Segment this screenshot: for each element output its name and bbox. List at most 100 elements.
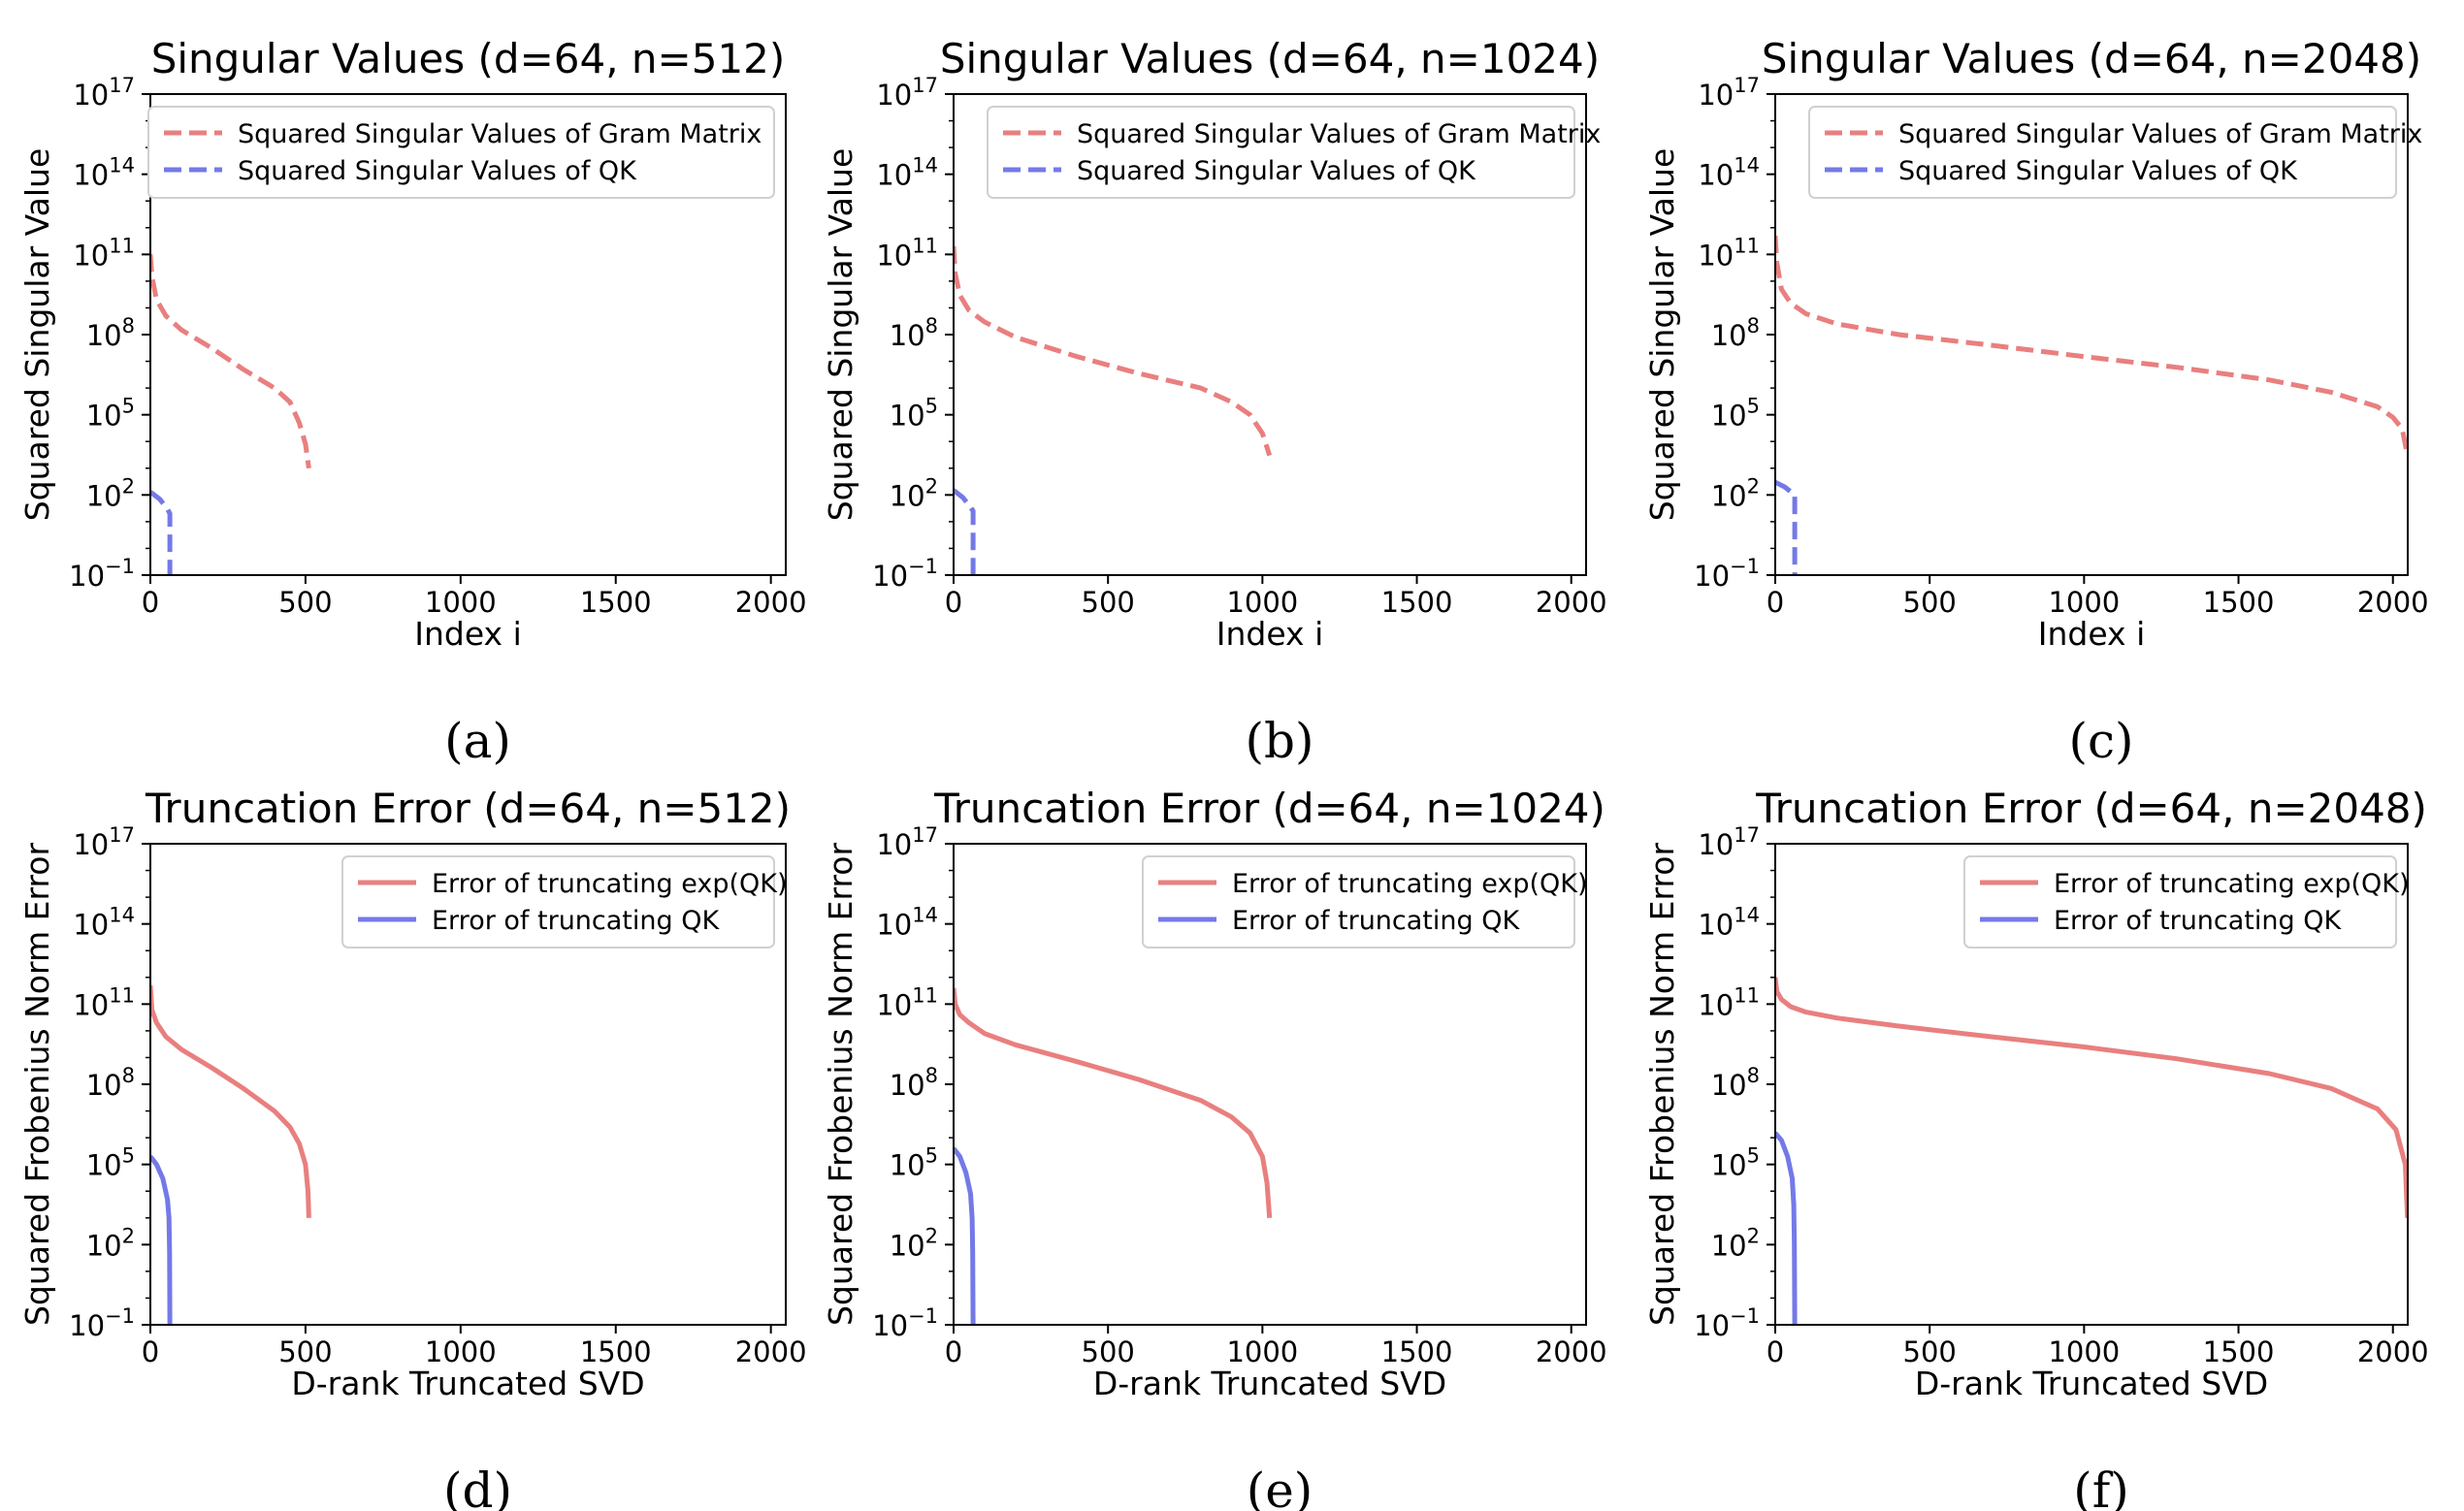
x-tick-label: 500 [278, 1335, 332, 1368]
chart-panel: 0 500 1000 1500 2000 10−1 102 105 108 1011 1014 101… [822, 35, 1607, 769]
y-tick-label: 1014 [1698, 904, 1760, 942]
legend-label: Squared Singular Values of Gram Matrix [1898, 119, 2422, 149]
x-tick-label: 500 [278, 586, 332, 619]
y-tick-label: 1014 [876, 904, 938, 942]
x-axis-label: D-rank Truncated SVD [1915, 1365, 2268, 1402]
x-axis-label: Index i [2038, 615, 2146, 653]
y-tick-label: 1014 [73, 904, 135, 942]
x-tick-label: 1500 [580, 1335, 652, 1368]
y-tick-label: 105 [890, 1144, 938, 1182]
y-tick-label: 105 [1711, 1144, 1760, 1182]
y-tick-label: 108 [1711, 1064, 1760, 1102]
x-tick-label: 2000 [2357, 1335, 2429, 1368]
x-axis-label: Index i [1216, 615, 1324, 653]
x-tick-label: 1000 [2048, 586, 2120, 619]
y-tick-label: 1017 [73, 74, 135, 112]
legend-label: Error of truncating QK [2054, 906, 2342, 936]
series-line [954, 245, 1273, 457]
x-tick-label: 0 [1767, 1335, 1784, 1368]
x-tick-label: 1500 [1381, 586, 1453, 619]
y-tick-label: 102 [890, 474, 938, 512]
series-line [150, 490, 173, 575]
legend-label: Error of truncating exp(QK) [2054, 869, 2410, 899]
y-tick-label: 1011 [876, 983, 938, 1021]
y-tick-label: 108 [1711, 314, 1760, 352]
y-tick-label: 102 [86, 1224, 135, 1262]
x-tick-label: 0 [142, 586, 159, 619]
legend-label: Squared Singular Values of QK [238, 156, 637, 186]
y-axis-label: Squared Frobenius Norm Error [1643, 843, 1681, 1327]
y-tick-label: 102 [890, 1224, 938, 1262]
y-tick-label: 1014 [876, 154, 938, 192]
x-tick-label: 500 [1082, 586, 1135, 619]
chart-title: Singular Values (d=64, n=2048) [1762, 35, 2421, 82]
chart-title: Truncation Error (d=64, n=512) [145, 785, 791, 832]
y-axis-label: Squared Singular Value [822, 148, 859, 522]
series-line [954, 488, 976, 575]
y-tick-label: 1011 [73, 983, 135, 1021]
x-tick-label: 1000 [425, 1335, 497, 1368]
y-tick-label: 105 [86, 1144, 135, 1182]
x-tick-label: 1500 [580, 586, 652, 619]
x-tick-label: 2000 [2357, 586, 2429, 619]
legend-label: Error of truncating QK [432, 906, 720, 936]
y-tick-label: 105 [86, 395, 135, 433]
panel-caption: (c) [2068, 713, 2133, 769]
y-tick-label: 1017 [876, 74, 938, 112]
legend-label: Squared Singular Values of QK [1077, 156, 1476, 186]
panel-caption: (a) [444, 713, 511, 769]
series-line [150, 1154, 173, 1325]
y-tick-label: 105 [1711, 395, 1760, 433]
y-tick-label: 1011 [876, 234, 938, 272]
y-tick-label: 10−1 [872, 555, 938, 593]
y-tick-label: 108 [86, 314, 135, 352]
y-tick-label: 1017 [876, 823, 938, 861]
x-tick-label: 0 [1767, 586, 1784, 619]
x-tick-label: 0 [945, 586, 962, 619]
y-axis-label: Squared Frobenius Norm Error [822, 843, 859, 1327]
y-tick-label: 108 [890, 314, 938, 352]
panel-caption: (d) [443, 1463, 512, 1511]
series-line [954, 987, 1273, 1218]
chart-title: Truncation Error (d=64, n=1024) [933, 785, 1605, 832]
legend-label: Error of truncating exp(QK) [432, 869, 788, 899]
legend-box [147, 106, 775, 199]
y-tick-label: 1017 [1698, 74, 1760, 112]
y-tick-label: 108 [890, 1064, 938, 1102]
chart-panel: 0 500 1000 1500 2000 10−1 102 105 108 1011 1014 101… [18, 35, 807, 769]
panel-caption: (b) [1245, 713, 1313, 769]
y-tick-label: 105 [890, 395, 938, 433]
series-line [1775, 1131, 1798, 1325]
legend-box [341, 855, 775, 948]
x-tick-label: 1000 [1226, 1335, 1298, 1368]
x-tick-label: 500 [1082, 1335, 1135, 1368]
legend-label: Squared Singular Values of Gram Matrix [1077, 119, 1601, 149]
y-tick-label: 108 [86, 1064, 135, 1102]
y-tick-label: 102 [1711, 474, 1760, 512]
legend-box [1808, 106, 2397, 199]
y-tick-label: 10−1 [69, 1304, 135, 1342]
y-tick-label: 10−1 [872, 1304, 938, 1342]
y-tick-label: 1011 [1698, 983, 1760, 1021]
chart-title: Truncation Error (d=64, n=2048) [1755, 785, 2427, 832]
chart-title: Singular Values (d=64, n=1024) [940, 35, 1600, 82]
chart-panel: 0 500 1000 1500 2000 10−1 102 105 108 1011 1014 101… [822, 785, 1607, 1511]
x-tick-label: 1000 [1226, 586, 1298, 619]
x-axis-label: D-rank Truncated SVD [1093, 1365, 1446, 1402]
x-tick-label: 500 [1903, 586, 1957, 619]
chart-panel: 0 500 1000 1500 2000 10−1 102 105 108 1011 1014 101… [1643, 35, 2429, 769]
y-tick-label: 1011 [1698, 234, 1760, 272]
panel-caption: (f) [2073, 1463, 2129, 1511]
legend-box [987, 106, 1575, 199]
y-tick-label: 102 [1711, 1224, 1760, 1262]
x-tick-label: 500 [1903, 1335, 1957, 1368]
y-axis-label: Squared Singular Value [1643, 148, 1681, 522]
x-tick-label: 2000 [735, 586, 807, 619]
panel-caption: (e) [1247, 1463, 1313, 1511]
series-line [1775, 977, 2408, 1218]
y-tick-label: 1017 [73, 823, 135, 861]
y-tick-label: 1011 [73, 234, 135, 272]
y-axis-label: Squared Frobenius Norm Error [18, 843, 56, 1327]
x-axis-label: Index i [414, 615, 522, 653]
